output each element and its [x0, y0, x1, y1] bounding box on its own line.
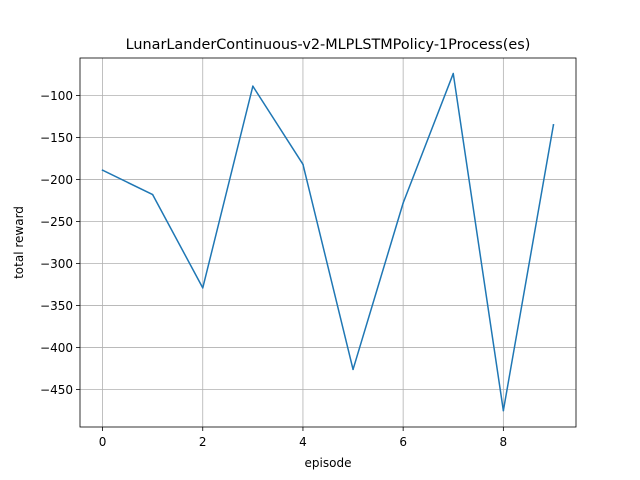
- data-point: [502, 409, 505, 412]
- chart-title: LunarLanderContinuous-v2-MLPLSTMPolicy-1…: [126, 37, 531, 53]
- x-gridlines: [102, 58, 504, 427]
- plot-frame: [79, 57, 577, 428]
- data-point: [402, 202, 404, 204]
- series-layer: [101, 72, 555, 412]
- y-tick-label: −300: [40, 257, 73, 271]
- data-point: [352, 368, 354, 371]
- y-tick-label: −350: [40, 299, 73, 313]
- data-point: [202, 287, 204, 289]
- y-tick-label: −250: [40, 215, 73, 229]
- plot-area: [80, 58, 576, 427]
- x-tick-label: 0: [99, 435, 107, 449]
- y-tick-label: −150: [40, 131, 73, 145]
- data-point: [151, 193, 154, 196]
- data-point: [101, 169, 104, 171]
- data-point: [302, 163, 304, 166]
- y-axis-label: total reward: [12, 206, 26, 279]
- series-line-1: [101, 72, 555, 412]
- x-tick-label: 8: [500, 435, 508, 449]
- y-tick-label: −100: [40, 89, 73, 103]
- x-tick-label: 2: [199, 435, 207, 449]
- data-point: [452, 72, 454, 75]
- x-axis: 0 2 4 6 8: [99, 427, 507, 449]
- y-tick-label: −450: [40, 383, 73, 397]
- y-axis: −450 −400 −350 −300 −250 −200 −150 −100: [40, 89, 80, 397]
- data-point: [552, 124, 555, 126]
- y-tick-label: −400: [40, 341, 73, 355]
- x-tick-label: 6: [399, 435, 407, 449]
- y-tick-label: −200: [40, 173, 73, 187]
- x-tick-label: 4: [299, 435, 307, 449]
- data-point: [252, 85, 254, 87]
- x-axis-label: episode: [305, 456, 352, 470]
